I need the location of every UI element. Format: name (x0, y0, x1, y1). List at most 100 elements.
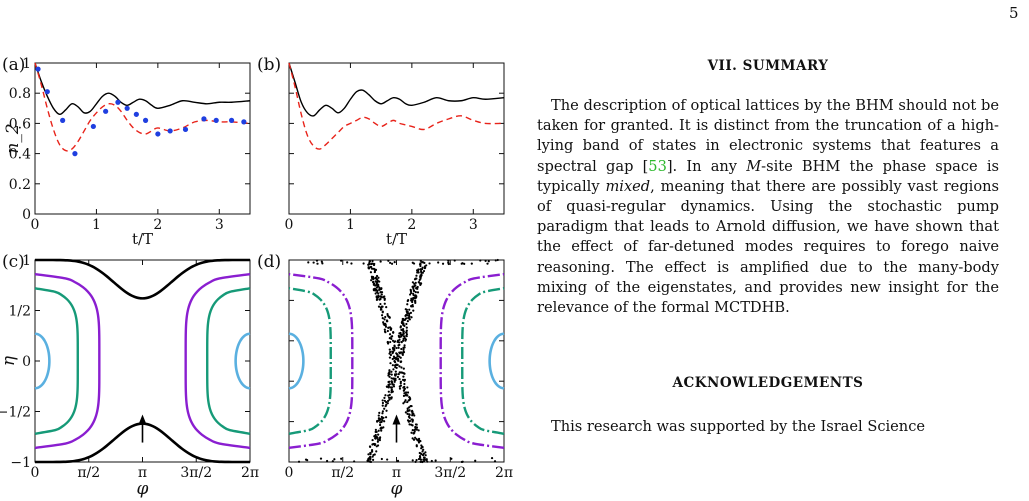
chaotic-point-black (383, 396, 386, 399)
chaotic-point-black (384, 325, 388, 328)
chaotic-point-black (405, 329, 408, 332)
chaotic-point-black (402, 402, 405, 405)
chaotic-point-black (408, 419, 412, 423)
orbit-curve-purple (34, 272, 101, 450)
chaotic-point-black (410, 404, 413, 408)
plot-b: 0 1 2 3 t/T (285, 62, 505, 248)
chaotic-point-black (390, 377, 393, 380)
x-tick-label: 3 (469, 217, 478, 233)
chaotic-point-black (386, 340, 389, 344)
y-tick-label: 0.6 (9, 116, 31, 132)
chaotic-point-black (315, 259, 319, 262)
data-point-blue (44, 89, 50, 95)
chaotic-point-black (378, 411, 381, 414)
chaotic-point-black (393, 357, 396, 360)
chaotic-point-black (420, 447, 423, 450)
series-line-black (34, 62, 251, 116)
section-title-summary: VII. SUMMARY (707, 58, 829, 74)
chaotic-point-black (396, 459, 400, 462)
chaotic-point-black (388, 352, 391, 355)
chaotic-point-black (372, 281, 375, 284)
chaotic-point-black (393, 261, 396, 264)
x-tick-label: 2π (495, 465, 513, 481)
chaotic-point-black (319, 457, 323, 460)
chaotic-point-black (307, 261, 310, 264)
chaotic-point-black (383, 318, 386, 321)
chaotic-point-black (413, 285, 416, 288)
chaotic-point-black (402, 389, 406, 392)
chaotic-point-black (398, 338, 401, 341)
chaotic-point-black (386, 329, 389, 333)
chaotic-point-black (388, 369, 391, 372)
y-tick-label: −1 (10, 455, 31, 471)
chaotic-point-black (404, 338, 408, 341)
chaotic-point-black (388, 398, 391, 401)
chaotic-point-black (402, 351, 405, 354)
chaotic-point-black (340, 259, 343, 262)
chaotic-point-black (419, 458, 423, 461)
chaotic-point-black (371, 438, 374, 442)
chaotic-point-black (408, 396, 411, 399)
chaotic-point-black (460, 262, 463, 265)
chaotic-point-black (405, 335, 408, 338)
y-tick-label: 1/2 (8, 304, 31, 320)
data-point-blue (115, 99, 121, 105)
chaotic-point-black (325, 459, 329, 463)
chaotic-point-black (375, 282, 378, 285)
chaotic-point-black (391, 352, 394, 355)
chaotic-point-black (367, 457, 370, 460)
data-point-blue (35, 66, 41, 72)
chaotic-point-black (398, 387, 402, 390)
chaotic-point-black (421, 445, 424, 449)
chaotic-point-black (398, 335, 401, 338)
chaotic-point-black (386, 320, 389, 323)
chaotic-point-black (415, 423, 418, 426)
chaotic-point-black (424, 454, 427, 457)
chaotic-point-black (391, 364, 394, 367)
chaotic-point-black (420, 444, 423, 447)
citation-link[interactable]: 53 (648, 157, 667, 175)
chaotic-point-black (388, 372, 391, 376)
chaotic-point-black (413, 282, 416, 285)
chaotic-point-black (381, 317, 384, 320)
chaotic-point-black (383, 328, 386, 331)
chaotic-point-black (410, 316, 413, 319)
chaotic-point-black (450, 457, 453, 460)
chaotic-point-black (394, 366, 397, 369)
chaotic-point-black (412, 431, 415, 435)
chaotic-point-black (370, 267, 374, 270)
summary-text-segment: mixed (605, 177, 651, 195)
chaotic-point-black (402, 337, 405, 340)
chaotic-point-black (398, 377, 401, 381)
chaotic-point-black (376, 438, 380, 441)
summary-text-segment: ]. In any (666, 157, 747, 175)
chaotic-point-black (493, 460, 497, 463)
orbit-curve-lightblue (488, 332, 505, 390)
chaotic-point-black (405, 326, 408, 329)
chaotic-point-black (405, 317, 408, 320)
x-tick-label: π/2 (331, 465, 354, 481)
chaotic-point-black (406, 409, 409, 412)
y-tick-label: 0.4 (9, 147, 31, 163)
x-tick-label: 3 (215, 217, 224, 233)
chaotic-point-black (402, 348, 405, 351)
chaotic-point-black (402, 324, 405, 327)
chaotic-point-black (377, 305, 381, 308)
panel-label-d: (d) (257, 252, 282, 272)
chaotic-point-black (385, 401, 388, 404)
chaotic-point-black (404, 391, 408, 394)
chaotic-point-black (419, 440, 422, 443)
chaotic-point-black (447, 259, 450, 262)
chaotic-point-black (463, 262, 466, 265)
chaotic-point-black (398, 371, 401, 374)
summary-paragraph: The description of optical lattices by t… (537, 96, 999, 318)
chaotic-point-black (316, 262, 319, 265)
chaotic-point-black (402, 386, 405, 389)
chaotic-point-black (415, 444, 418, 447)
chaotic-point-black (383, 407, 386, 410)
plot-a: 0 1 2 3 0 0.2 0.4 0.6 0.8 1 t/T n_2 (3, 56, 251, 248)
chaotic-point-black (384, 323, 387, 327)
data-point-blue (182, 126, 189, 133)
chaotic-point-black (408, 318, 411, 321)
chaotic-point-black (368, 263, 371, 266)
